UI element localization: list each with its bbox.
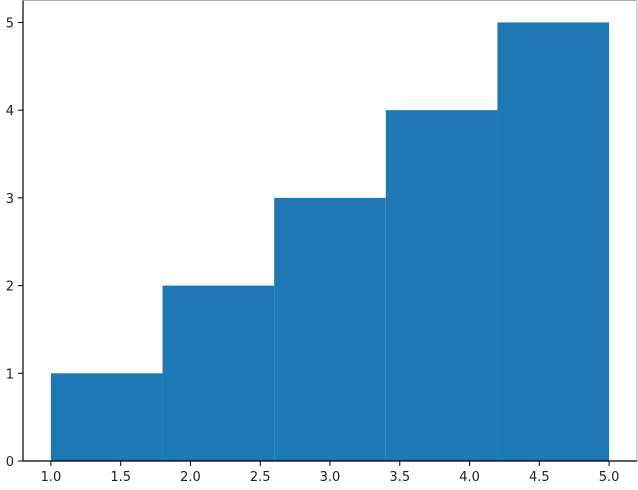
x-tick-label: 1.5	[110, 470, 131, 485]
x-tick-label: 5.0	[599, 470, 620, 485]
x-tick-label: 2.5	[250, 470, 271, 485]
x-tick-label: 2.0	[180, 470, 201, 485]
y-tick-label: 5	[6, 16, 14, 31]
x-tick-label: 4.0	[459, 470, 480, 485]
x-tick-label: 3.0	[320, 470, 341, 485]
y-tick-label: 3	[6, 192, 14, 207]
x-tick-label: 4.5	[529, 470, 550, 485]
x-tick-label: 3.5	[389, 470, 410, 485]
y-tick-label: 2	[6, 280, 14, 295]
x-tick-label: 1.0	[41, 470, 62, 485]
histogram-bar	[274, 197, 386, 461]
histogram-bar	[497, 22, 610, 462]
y-tick-label: 0	[6, 455, 14, 470]
y-tick-label: 1	[6, 367, 14, 382]
histogram-bar	[385, 110, 498, 462]
y-tick-label: 4	[6, 104, 14, 119]
histogram-bar	[50, 373, 163, 461]
histogram-bar	[162, 285, 275, 461]
